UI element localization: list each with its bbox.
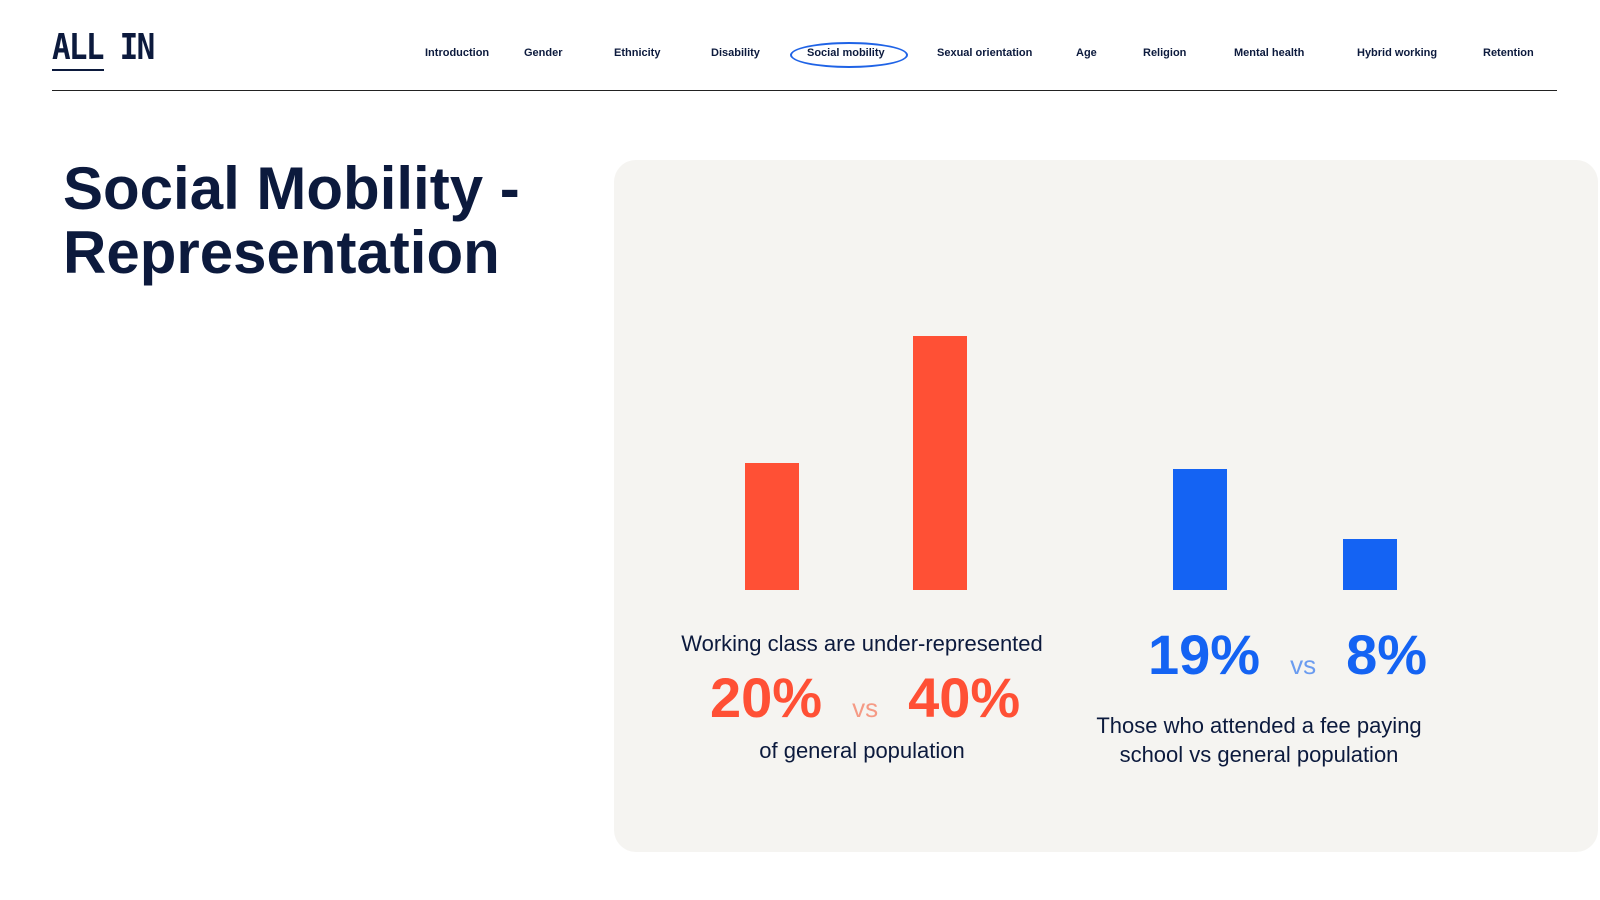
page-title: Social Mobility - Representation [63,155,520,286]
chart1-bar-2 [913,336,967,590]
nav-mental-health[interactable]: Mental health [1234,47,1305,59]
logo-underline [52,69,104,71]
nav-sexual-orientation[interactable]: Sexual orientation [937,47,1033,59]
working-class-value-a: 20% [710,666,823,729]
chart2-bar-1 [1173,469,1227,590]
fee-paying-value-b: 8% [1346,623,1428,686]
nav-gender[interactable]: Gender [524,47,563,59]
nav-ethnicity[interactable]: Ethnicity [614,47,661,59]
working-class-headline: Working class are under-represented [681,631,1043,656]
active-nav-indicator [790,42,908,68]
fee-paying-vs: vs [1290,650,1317,680]
nav-hybrid-working[interactable]: Hybrid working [1357,47,1438,59]
working-class-vs: vs [852,693,879,723]
working-class-value-b: 40% [908,666,1021,729]
working-class-stat: 20% vs 40% [710,665,1020,730]
nav-social-mobility[interactable]: Social mobility [807,47,885,59]
chart2-bar-2 [1343,539,1397,590]
working-class-footer: of general population [759,738,965,763]
chart1-bar-1 [745,463,799,590]
stats-panel: Working class are under-represented 20% … [614,160,1598,852]
nav-religion[interactable]: Religion [1143,47,1187,59]
fee-paying-footer-line1: Those who attended a fee paying [1096,713,1422,738]
header-divider [52,90,1557,91]
nav-introduction[interactable]: Introduction [425,47,490,59]
nav-disability[interactable]: Disability [711,47,760,59]
fee-paying-value-a: 19% [1148,623,1261,686]
fee-paying-footer-line2: school vs general population [1119,742,1399,767]
fee-paying-stat: 19% vs 8% [1148,622,1427,687]
nav-retention[interactable]: Retention [1483,47,1534,59]
logo[interactable]: ALL IN [52,27,155,68]
nav-age[interactable]: Age [1076,47,1097,59]
